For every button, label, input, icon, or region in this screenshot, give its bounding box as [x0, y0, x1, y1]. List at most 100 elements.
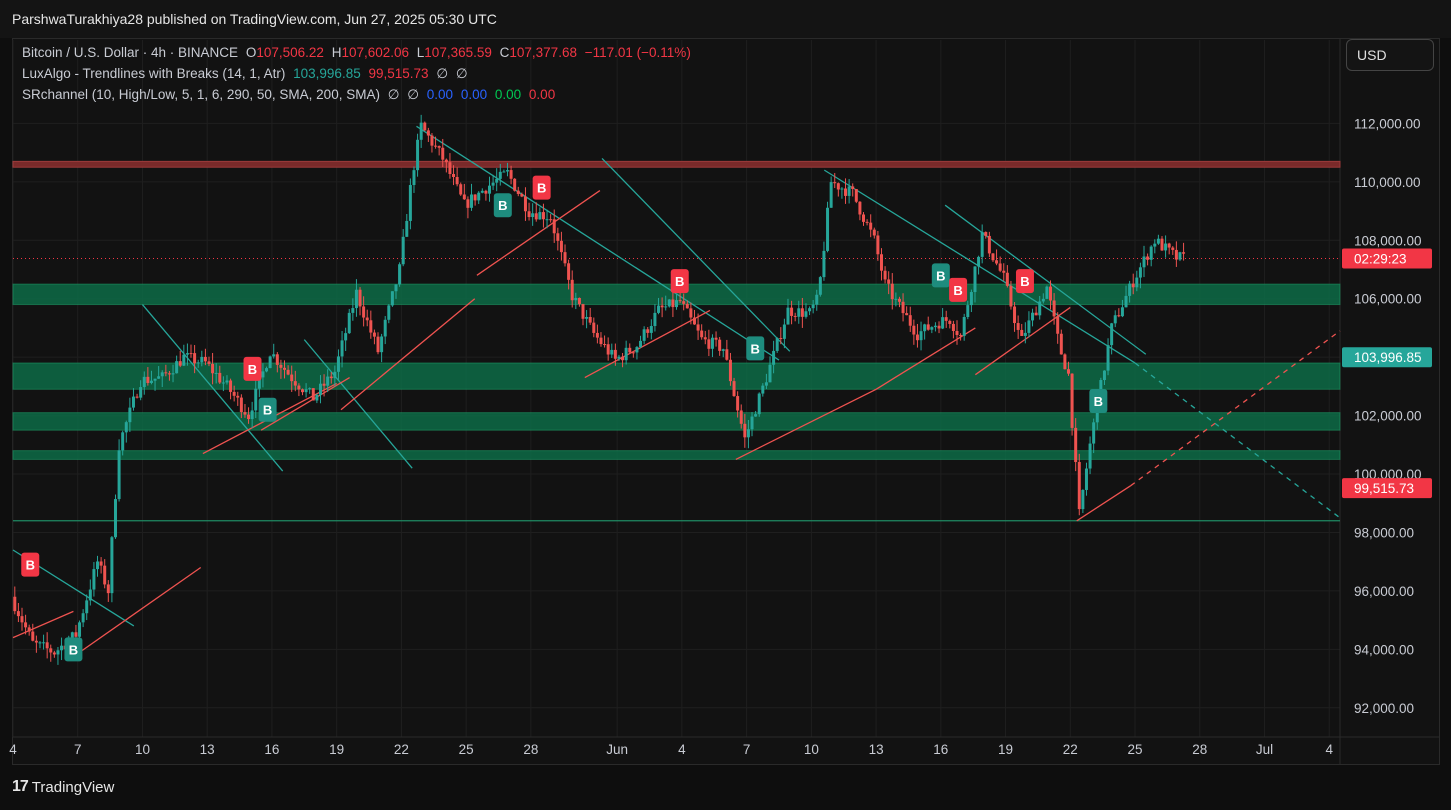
buy-signal-label: B [1094, 394, 1103, 409]
candle-body [462, 194, 466, 200]
candle-body [31, 631, 35, 641]
open-value: 107,506.22 [256, 45, 324, 60]
high-label: H [331, 45, 342, 60]
trendline-up [875, 327, 976, 390]
tradingview-brand[interactable]: 17 TradingView [12, 778, 114, 796]
candle-body [984, 232, 988, 236]
candle-body [401, 236, 405, 265]
candle-body [142, 376, 146, 388]
candle-body [153, 378, 157, 381]
srchannel-indicator-name[interactable]: SRchannel (10, High/Low, 5, 1, 6, 290, 5… [22, 87, 380, 102]
time-axis-tick-label: 25 [459, 742, 474, 757]
candle-body [883, 270, 887, 280]
candle-body [926, 324, 930, 330]
luxalgo-value-3: ∅ [436, 66, 449, 81]
candle-body [448, 162, 452, 175]
candle-body [1138, 267, 1142, 278]
candle-body [351, 308, 355, 313]
luxalgo-value-1: 103,996.85 [293, 66, 361, 81]
candle-body [671, 299, 675, 308]
currency-selector[interactable]: USD [1346, 39, 1434, 71]
candle-body [531, 213, 535, 218]
sell-signal-label: B [675, 274, 684, 289]
candle-body [1066, 369, 1070, 374]
candle-body [470, 194, 474, 208]
candle-body [1074, 427, 1078, 463]
candle-body [725, 349, 729, 360]
candle-body [804, 311, 808, 317]
candle-body [775, 338, 779, 351]
trendline-up [1076, 485, 1132, 522]
candle-body [991, 253, 995, 261]
candle-body [117, 450, 121, 500]
candle-body [444, 159, 448, 163]
symbol-name[interactable]: Bitcoin / U.S. Dollar · 4h · BINANCE [22, 45, 239, 60]
luxalgo-value-2: 99,515.73 [368, 66, 429, 81]
candle-body [60, 645, 64, 651]
luxalgo-value-4: ∅ [455, 66, 468, 81]
high-value: 107,602.06 [341, 45, 410, 60]
time-axis-tick-label: 10 [135, 742, 150, 757]
sr-value-6: 0.00 [528, 87, 556, 102]
candle-body [110, 537, 114, 594]
candle-body [858, 201, 862, 215]
candle-body [635, 347, 639, 353]
legend-luxalgo: LuxAlgo - Trendlines with Breaks (14, 1,… [22, 66, 472, 82]
sell-signal-marker [243, 356, 262, 381]
candle-body [879, 254, 883, 271]
candle-body [980, 232, 984, 257]
candle-body [74, 632, 78, 637]
candle-body [34, 640, 38, 643]
candle-body [513, 178, 517, 191]
candle-body [434, 145, 438, 147]
candle-body [962, 316, 966, 336]
low-label: L [416, 45, 425, 60]
candle-body [527, 211, 531, 218]
candle-body [603, 344, 607, 346]
candle-body [1049, 286, 1053, 301]
candle-body [505, 170, 509, 172]
candle-body [412, 170, 416, 186]
candle-body [261, 371, 265, 378]
time-axis-tick-label: 22 [394, 742, 409, 757]
candle-body [768, 364, 772, 383]
trendline-up [70, 566, 202, 659]
candle-body [24, 622, 28, 628]
candle-body [567, 263, 571, 280]
candle-body [606, 344, 610, 355]
buy-signal-label: B [751, 341, 760, 356]
candle-body [541, 212, 545, 220]
candle-body [369, 320, 373, 333]
candle-body [847, 186, 851, 196]
candle-body [840, 188, 844, 190]
buy-signal-label: B [263, 403, 272, 418]
candle-body [1038, 301, 1042, 316]
price-axis-tick-label: 96,000.00 [1354, 584, 1414, 599]
candle-body [1149, 246, 1153, 260]
candle-body [869, 222, 873, 230]
candle-body [380, 336, 384, 353]
buy-signal-label: B [936, 268, 945, 283]
candle-body [311, 388, 315, 401]
candle-body [1023, 332, 1027, 336]
candle-body [890, 283, 894, 300]
candle-body [998, 263, 1002, 271]
candle-body [408, 185, 412, 221]
candle-body [81, 613, 85, 623]
candle-body [969, 292, 973, 306]
candle-body [326, 376, 330, 386]
candle-body [398, 264, 402, 285]
candle-body [38, 642, 42, 644]
price-axis-badge [1342, 478, 1432, 499]
projection-down-line [1134, 362, 1341, 519]
luxalgo-indicator-name[interactable]: LuxAlgo - Trendlines with Breaks (14, 1,… [22, 66, 286, 81]
time-axis-tick-label: 28 [523, 742, 538, 757]
candle-body [901, 301, 905, 314]
candle-body [1009, 285, 1013, 307]
candle-body [862, 214, 866, 222]
candle-body [664, 306, 668, 308]
buy-signal-marker [746, 336, 765, 361]
candle-body [387, 305, 391, 320]
candle-body [736, 396, 740, 411]
